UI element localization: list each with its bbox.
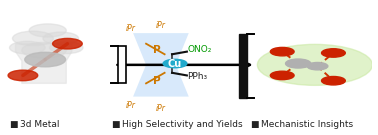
Circle shape [163,59,187,68]
Text: P: P [153,76,160,86]
Text: iPr: iPr [125,101,135,110]
Circle shape [9,41,45,54]
Circle shape [270,47,294,56]
Text: iPr: iPr [125,24,135,33]
Circle shape [307,63,328,70]
Circle shape [22,42,66,58]
Polygon shape [15,44,72,83]
Text: High Selectivity and Yields: High Selectivity and Yields [122,120,243,129]
Circle shape [12,31,53,46]
Circle shape [270,71,294,80]
Text: ■: ■ [9,120,17,129]
Circle shape [322,77,345,85]
Text: iPr: iPr [156,104,166,113]
Text: 3d Metal: 3d Metal [20,120,59,129]
Text: PPh₃: PPh₃ [187,72,208,81]
Bar [118,46,125,83]
Circle shape [53,38,82,49]
Polygon shape [133,33,189,97]
Circle shape [29,24,66,37]
Bar [239,34,247,98]
Text: P: P [153,45,160,55]
Text: ■: ■ [250,120,259,129]
Circle shape [257,44,372,85]
Circle shape [25,52,65,67]
Circle shape [8,70,38,81]
Text: iPr: iPr [156,21,166,30]
Circle shape [285,59,311,68]
Circle shape [43,32,79,45]
Text: Cu: Cu [168,59,182,69]
Text: ■: ■ [111,120,119,129]
Circle shape [322,49,345,57]
Text: ONO₂: ONO₂ [187,45,212,54]
Circle shape [50,42,83,54]
Text: Mechanistic Insights: Mechanistic Insights [261,120,353,129]
